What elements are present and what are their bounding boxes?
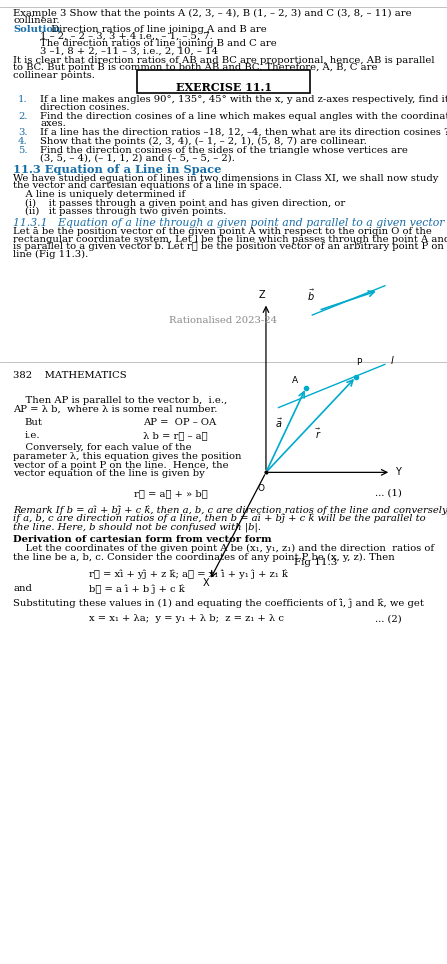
Text: EXERCISE 11.1: EXERCISE 11.1 xyxy=(176,82,271,93)
Text: If a line makes angles 90°, 135°, 45° with the x, y and z-axes respectively, fin: If a line makes angles 90°, 135°, 45° wi… xyxy=(40,95,447,104)
Text: the vector and cartesian equations of a line in space.: the vector and cartesian equations of a … xyxy=(13,181,283,190)
Text: Remark If b = aî + bĵ + c k̂, then a, b, c are direction ratios of the line an: Remark If b = aî + bĵ + c k̂, then a, … xyxy=(13,505,447,515)
Text: 382    MATHEMATICS: 382 MATHEMATICS xyxy=(13,370,127,380)
Text: Substituting these values in (1) and equating the coefficients of î, ĵ and k̂,: Substituting these values in (1) and equ… xyxy=(13,599,424,608)
Text: and: and xyxy=(13,584,32,593)
Text: vector equation of the line is given by: vector equation of the line is given by xyxy=(13,469,205,478)
Text: to BC. But point B is common to both AB and BC. Therefore, A, B, C are: to BC. But point B is common to both AB … xyxy=(13,64,378,72)
Text: vector of a point P on the line.  Hence, the: vector of a point P on the line. Hence, … xyxy=(13,461,229,469)
Text: parameter λ, this equation gives the position: parameter λ, this equation gives the pos… xyxy=(13,452,242,461)
Text: Derivation of cartesian form from vector form: Derivation of cartesian form from vector… xyxy=(13,534,272,544)
Text: 4.: 4. xyxy=(18,137,28,146)
Text: b⃗ = a î + b ĵ + c k̂: b⃗ = a î + b ĵ + c k̂ xyxy=(89,584,185,594)
Text: $\vec{b}$: $\vec{b}$ xyxy=(308,287,315,303)
Text: A: A xyxy=(292,376,298,385)
Text: Y: Y xyxy=(395,468,401,477)
Text: collinear.: collinear. xyxy=(13,15,60,25)
Text: But: But xyxy=(25,418,42,427)
Text: Solution: Solution xyxy=(13,24,61,34)
FancyBboxPatch shape xyxy=(137,70,310,94)
Text: P: P xyxy=(356,359,361,367)
Text: axes.: axes. xyxy=(40,120,66,128)
Text: is parallel to a given vector b. Let r⃗ be the position vector of an arbitrary p: is parallel to a given vector b. Let r⃗ … xyxy=(13,242,447,251)
Text: r⃗ = a⃗ + » b⃗: r⃗ = a⃗ + » b⃗ xyxy=(134,489,208,497)
Text: r⃗ = xî + yĵ + z k̂; a⃗ = x₁ î + y₁ ĵ + z₁ k̂: r⃗ = xî + yĵ + z k̂; a⃗ = x₁ î + y₁ j… xyxy=(89,570,288,579)
Text: line (Fig 11.3).: line (Fig 11.3). xyxy=(13,250,89,258)
Text: ... (2): ... (2) xyxy=(375,614,402,623)
Text: 1.: 1. xyxy=(18,95,28,104)
Text: AP =  OP – OA: AP = OP – OA xyxy=(143,418,216,427)
Text: Show that the points (2, 3, 4), (– 1, – 2, 1), (5, 8, 7) are collinear.: Show that the points (2, 3, 4), (– 1, – … xyxy=(40,137,367,146)
Text: Example 3 Show that the points A (2, 3, – 4), B (1, – 2, 3) and C (3, 8, – 11) a: Example 3 Show that the points A (2, 3, … xyxy=(13,9,412,18)
Text: If a line has the direction ratios –18, 12, –4, then what are its direction cosi: If a line has the direction ratios –18, … xyxy=(40,128,447,137)
Text: Find the direction cosines of a line which makes equal angles with the coordinat: Find the direction cosines of a line whi… xyxy=(40,112,447,120)
Text: Let ā be the position vector of the given point A with respect to the origin O o: Let ā be the position vector of the give… xyxy=(13,228,432,236)
Text: λ b = r⃗ – a⃗: λ b = r⃗ – a⃗ xyxy=(143,431,208,440)
Text: We have studied equation of lines in two dimensions in Class XI, we shall now st: We have studied equation of lines in two… xyxy=(13,174,439,183)
Text: 1 – 2, – 2 – 3, 3 + 4 i.e., – 1, – 5, 7.: 1 – 2, – 2 – 3, 3 + 4 i.e., – 1, – 5, 7. xyxy=(40,32,213,41)
Text: The direction ratios of line joining B and C are: The direction ratios of line joining B a… xyxy=(40,40,277,48)
Text: 3.: 3. xyxy=(18,128,27,137)
Text: i.e.: i.e. xyxy=(25,431,40,440)
Text: if a, b, c are direction ratios of a line, then b = aî + bĵ + c k̂ will be the: if a, b, c are direction ratios of a lin… xyxy=(13,514,426,523)
Text: ... (1): ... (1) xyxy=(375,489,402,497)
Text: 5.: 5. xyxy=(18,146,27,155)
Text: AP = λ b,  where λ is some real number.: AP = λ b, where λ is some real number. xyxy=(13,405,218,414)
Text: Direction ratios of line joining A and B are: Direction ratios of line joining A and B… xyxy=(48,24,267,34)
Text: $\vec{r}$: $\vec{r}$ xyxy=(316,427,322,441)
Text: Then AP is parallel to the vector b,  i.e.,: Then AP is parallel to the vector b, i.e… xyxy=(13,396,228,405)
Text: (i)    it passes through a given point and has given direction, or: (i) it passes through a given point and … xyxy=(25,200,345,208)
Text: Find the direction cosines of the sides of the triangle whose vertices are: Find the direction cosines of the sides … xyxy=(40,146,408,155)
Text: the line be a, b, c. Consider the coordinates of any point P be (x, y, z). Then: the line be a, b, c. Consider the coordi… xyxy=(13,553,395,562)
Text: Z: Z xyxy=(258,290,265,300)
Text: (ii)   it passes through two given points.: (ii) it passes through two given points. xyxy=(25,206,226,216)
Text: direction cosines.: direction cosines. xyxy=(40,103,130,112)
Text: Fig 11.3: Fig 11.3 xyxy=(294,558,338,567)
Text: 3 –1, 8 + 2, –11 – 3, i.e., 2, 10, – 14: 3 –1, 8 + 2, –11 – 3, i.e., 2, 10, – 14 xyxy=(40,47,218,56)
Text: 11.3 Equation of a Line in Space: 11.3 Equation of a Line in Space xyxy=(13,164,222,175)
Text: x = x₁ + λa;  y = y₁ + λ b;  z = z₁ + λ c: x = x₁ + λa; y = y₁ + λ b; z = z₁ + λ c xyxy=(89,614,284,623)
Text: $\vec{a}$: $\vec{a}$ xyxy=(275,416,283,430)
Text: It is clear that direction ratios of AB and BC are proportional, hence, AB is pa: It is clear that direction ratios of AB … xyxy=(13,56,435,65)
Text: l: l xyxy=(390,357,393,366)
Text: Rationalised 2023-24: Rationalised 2023-24 xyxy=(169,316,278,325)
Text: 11.3.1   Equation of a line through a given point and parallel to a given vector: 11.3.1 Equation of a line through a give… xyxy=(13,218,447,228)
Text: rectangular coordinate system. Let l be the line which passes through the point : rectangular coordinate system. Let l be … xyxy=(13,234,447,244)
Text: 2.: 2. xyxy=(18,112,27,120)
Text: Let the coordinates of the given point A be (x₁, y₁, z₁) and the direction  rati: Let the coordinates of the given point A… xyxy=(13,544,434,553)
Text: (3, 5, – 4), (– 1, 1, 2) and (– 5, – 5, – 2).: (3, 5, – 4), (– 1, 1, 2) and (– 5, – 5, … xyxy=(40,153,235,162)
Text: the line. Here, b should not be confused with |b|.: the line. Here, b should not be confused… xyxy=(13,522,261,532)
Text: X: X xyxy=(203,578,209,588)
Text: Conversely, for each value of the: Conversely, for each value of the xyxy=(13,443,192,452)
Text: A line is uniquely determined if: A line is uniquely determined if xyxy=(13,190,186,200)
Text: collinear points.: collinear points. xyxy=(13,70,95,80)
Text: O: O xyxy=(257,484,264,493)
